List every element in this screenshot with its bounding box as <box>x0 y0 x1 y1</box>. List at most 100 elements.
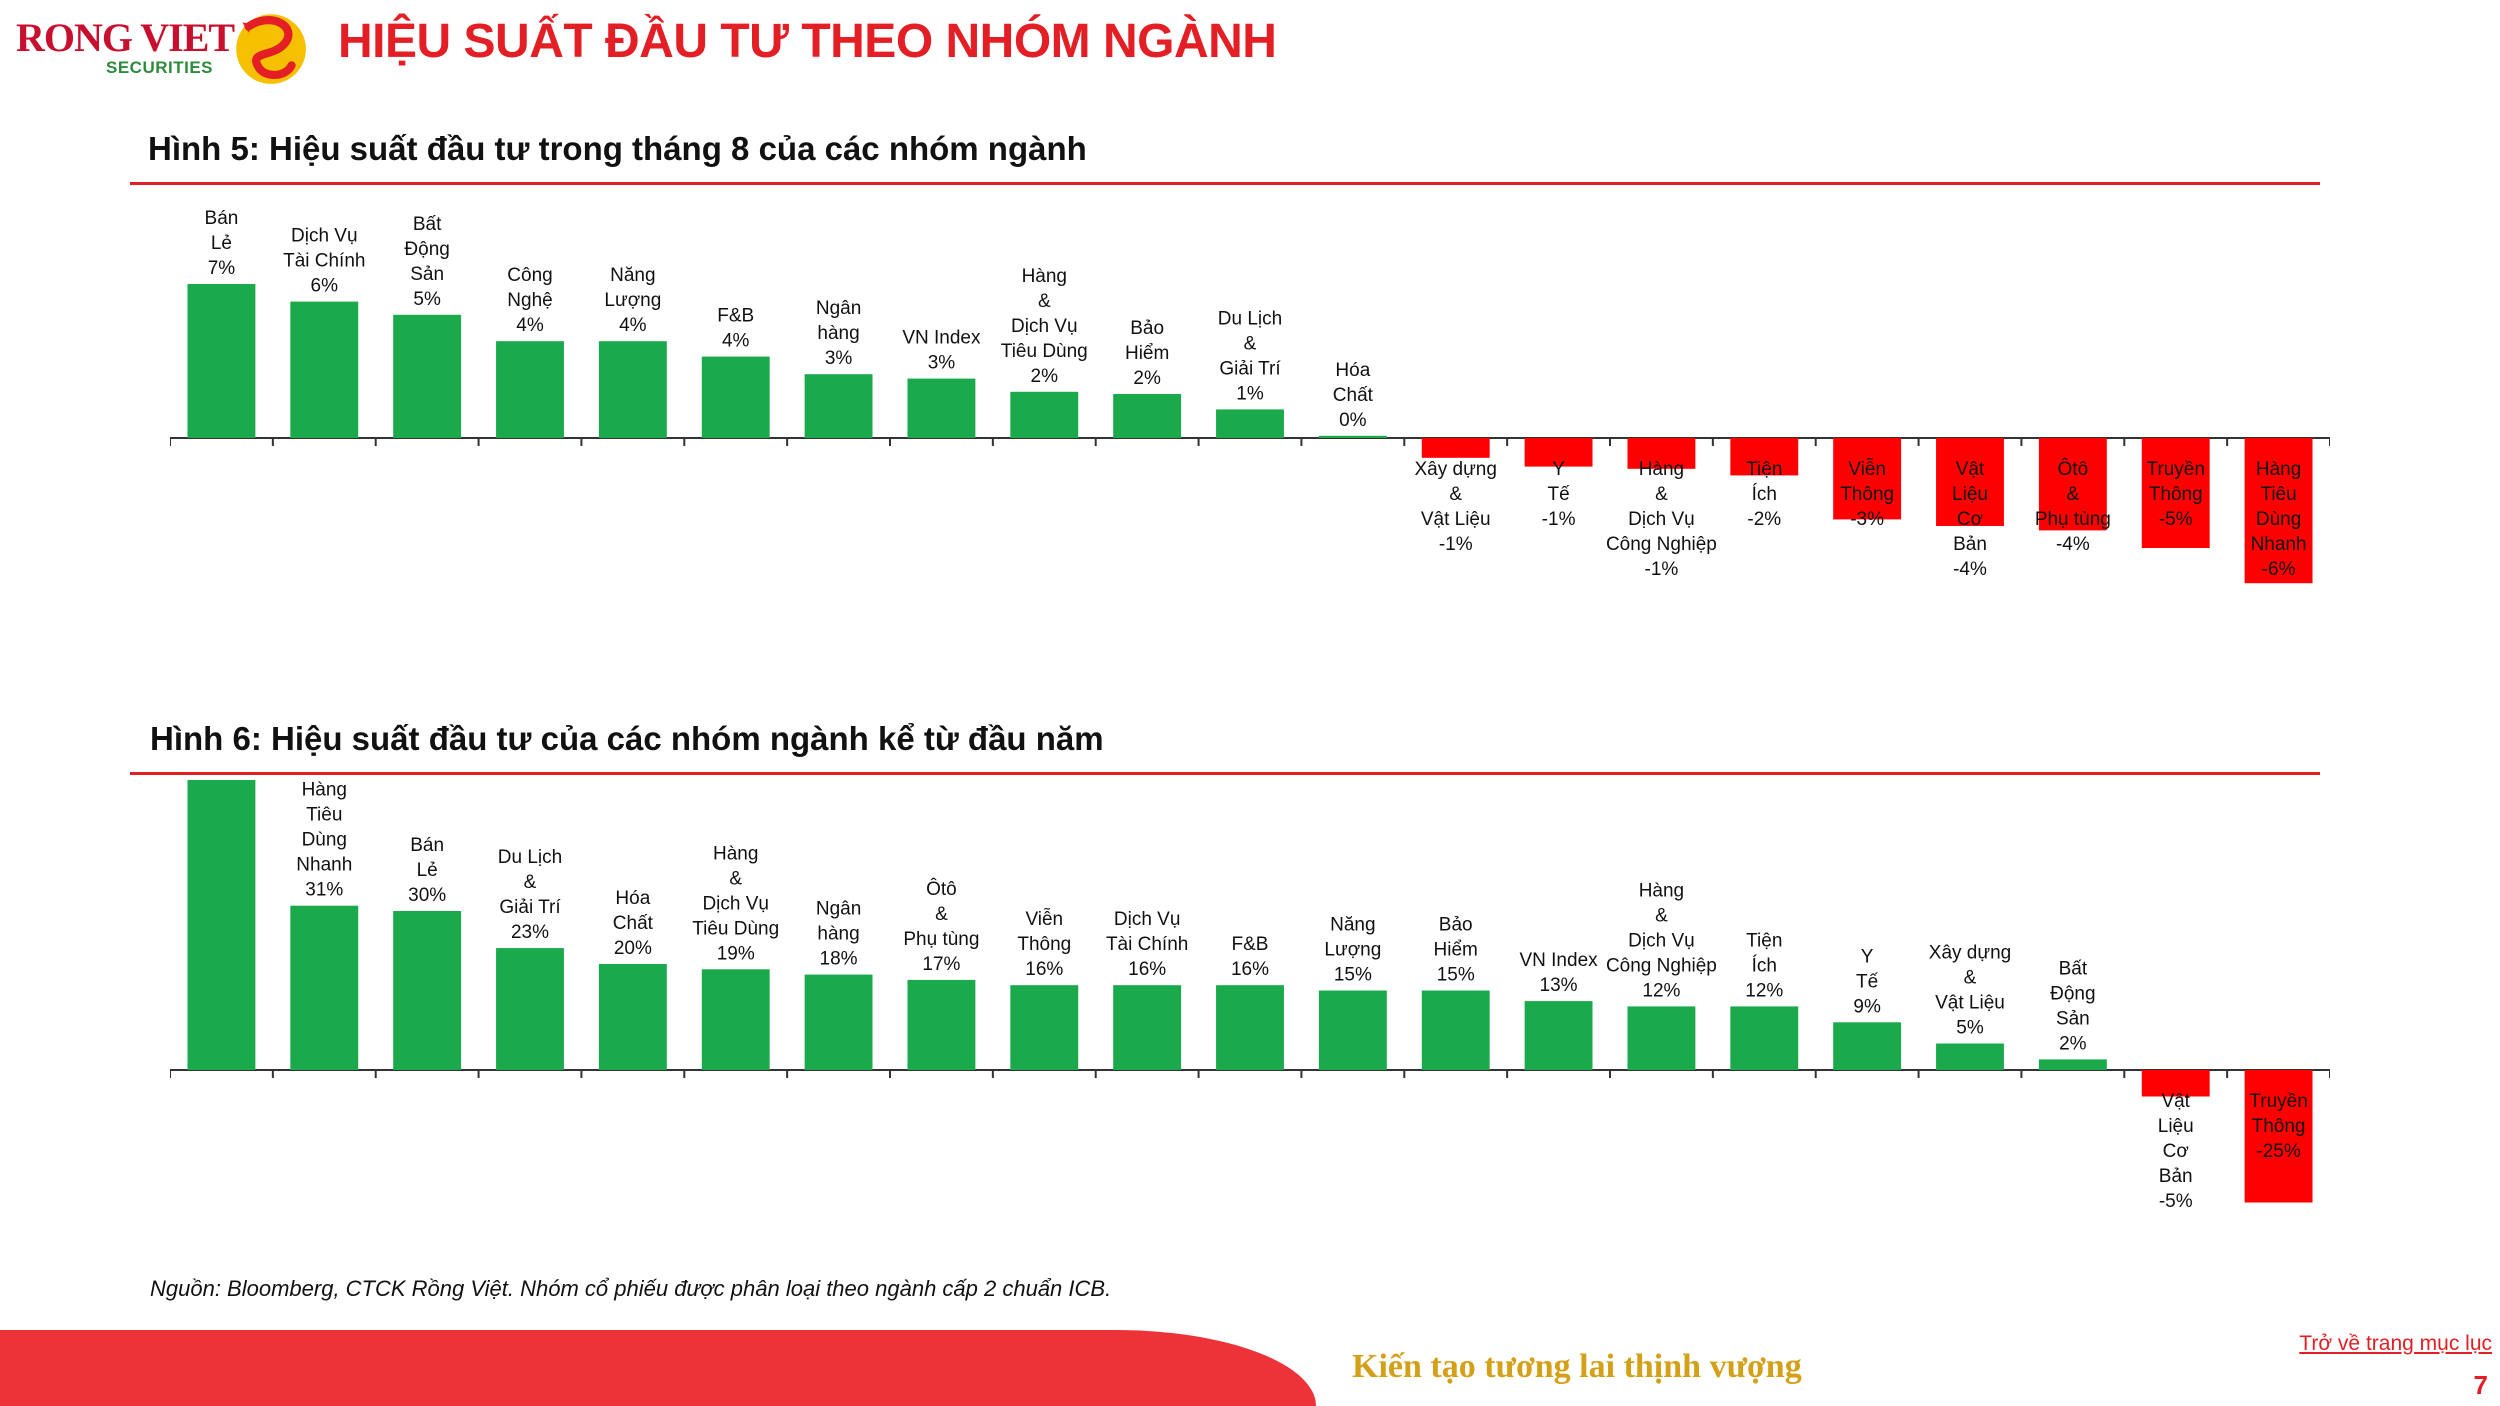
fig5-category-label: Hàng & Dịch Vụ Tiêu Dùng 2% <box>1001 266 1088 387</box>
fig6-category-label: Bất Động Sản 2% <box>2050 958 2095 1054</box>
logo-wordmark: RONG VIET <box>16 15 235 60</box>
fig6-category-line: Năng <box>1330 915 1375 936</box>
fig6-category-label: Bán Lẻ 30% <box>408 835 446 906</box>
fig5-bar <box>1524 438 1593 467</box>
fig5-data-label: -6% <box>2262 559 2296 580</box>
fig6-category-line: Lượng <box>1324 940 1381 961</box>
fig5-category-line: Tế <box>1547 484 1570 505</box>
fig6-category-label: Bảo Hiểm 15% <box>1434 915 1478 986</box>
fig6-data-label: 16% <box>1128 959 1166 980</box>
fig5-bar <box>1421 438 1490 458</box>
fig6-category-line: Tài Chính <box>1106 934 1188 955</box>
fig5-category-label: Viễn Thông -3% <box>1840 458 1894 530</box>
fig6-data-label: 2% <box>2059 1033 2087 1054</box>
fig5-data-label: 4% <box>516 315 544 336</box>
fig6-category-line: Hiểm <box>1434 940 1478 961</box>
fig5-category-label: VN Index 3% <box>902 328 981 374</box>
fig6-bar <box>1730 1006 1799 1070</box>
fig5-category-line: Giải Trí <box>1219 358 1281 379</box>
fig6-category-line: & <box>524 872 537 893</box>
fig6-data-label: 20% <box>614 938 652 959</box>
fig6-category-line: Công Nghiệp <box>1606 955 1717 976</box>
fig5-bar <box>1216 409 1284 438</box>
fig5-category-label: Hàng & Dịch Vụ Công Nghiệp -1% <box>1606 459 1717 580</box>
fig5-category-line: Bảo <box>1130 318 1164 339</box>
logo-subtitle: SECURITIES <box>106 58 214 77</box>
fig6-category-line: Nhanh <box>296 855 352 876</box>
fig6-category-label: Hàng & Dịch Vụ Tiêu Dùng 19% <box>692 843 779 964</box>
fig6-bar <box>393 911 462 1070</box>
fig6-data-label: -25% <box>2256 1141 2300 1162</box>
fig5-category-line: Nhanh <box>2251 534 2307 555</box>
fig5-category-line: Xây dựng <box>1414 459 1496 480</box>
fig6-category-label: Xây dựng & Vật Liệu 5% <box>1929 943 2011 1039</box>
fig6-category-line: Y <box>1861 946 1874 967</box>
fig5-bar <box>701 356 770 438</box>
fig6-category-line: Hàng <box>1639 880 1684 901</box>
back-to-toc-link[interactable]: Trở về trang mục lục <box>2299 1332 2492 1355</box>
fig5-data-label: -5% <box>2159 509 2193 530</box>
fig6-bar <box>1524 1001 1593 1070</box>
fig6-bar <box>1010 985 1079 1070</box>
fig6-category-line: Hàng <box>302 780 347 801</box>
fig6-category-label: Dịch Vụ Tài Chính 16% <box>1106 909 1188 980</box>
fig5-category-line: Tiêu Dùng <box>1001 341 1088 362</box>
page-title: HIỆU SUẤT ĐẦU TƯ THEO NHÓM NGÀNH <box>338 15 1277 68</box>
fig5-category-line: & <box>1655 484 1668 505</box>
fig5-data-label: 3% <box>825 348 853 369</box>
fig6-data-label: 17% <box>922 954 960 975</box>
fig5-category-label: Du Lịch & Giải Trí 1% <box>1218 308 1282 404</box>
fig5-category-label: Truyền Thông -5% <box>2146 459 2204 530</box>
fig5-category-line: Dịch Vụ <box>1011 316 1078 337</box>
fig5-category-label: Công Nghệ 4% <box>507 265 552 336</box>
fig6-category-line: Tế <box>1856 971 1879 992</box>
fig6-category-line: Ôtô <box>926 878 957 900</box>
fig5-bar <box>290 301 359 438</box>
fig6-category-line: F&B <box>1232 934 1269 955</box>
fig5-category-line: Dùng <box>2256 509 2301 530</box>
figure-6-title: Hình 6: Hiệu suất đầu tư của các nhóm ng… <box>150 720 1104 757</box>
fig5-bar <box>804 374 873 438</box>
figure-6-rule <box>130 772 2320 775</box>
fig5-category-line: Hàng <box>1022 266 1067 287</box>
fig5-category-line: Truyền <box>2146 459 2204 480</box>
fig5-category-label: Vật Liệu Cơ Bản -4% <box>1952 459 1988 580</box>
fig5-bar <box>2244 438 2313 584</box>
fig6-category-line: Thông <box>1017 934 1071 955</box>
fig5-data-label: 6% <box>311 276 339 297</box>
fig5-category-label: F&B 4% <box>717 306 754 352</box>
fig5-category-line: Bán <box>205 208 239 229</box>
fig5-category-line: Hàng <box>2256 459 2301 480</box>
fig6-category-line: Thông <box>2252 1116 2306 1137</box>
fig6-category-line: Tiêu Dùng <box>692 918 779 939</box>
fig6-category-line: & <box>729 868 742 889</box>
fig5-bar <box>1833 438 1902 520</box>
fig5-category-line: Công <box>507 265 552 286</box>
fig6-category-line: Dịch Vụ <box>1114 909 1181 930</box>
fig6-category-label: Tiện Ích 12% <box>1745 930 1783 1001</box>
fig6-category-line: Động <box>2050 983 2095 1004</box>
fig6-bar <box>1216 985 1284 1070</box>
figure-6-svg: CôngNghệ56%HàngTiêuDùngNhanh31%BánLẻ30%D… <box>170 780 2330 1212</box>
fig6-category-line: Du Lịch <box>498 847 562 868</box>
fig5-category-line: Năng <box>610 265 655 286</box>
fig5-category-line: Dịch Vụ <box>1628 509 1695 530</box>
fig5-category-line: Ngân <box>816 298 861 319</box>
footer-slogan: Kiến tạo tương lai thịnh vượng <box>1352 1348 1802 1385</box>
fig6-category-line: Hóa <box>615 888 650 909</box>
fig5-category-line: F&B <box>717 306 754 327</box>
fig6-bar <box>187 780 256 1070</box>
fig6-data-label: 23% <box>511 922 549 943</box>
fig5-data-label: 2% <box>1133 368 1161 389</box>
fig6-data-label: 31% <box>305 880 343 901</box>
fig5-category-line: Chất <box>1333 385 1374 406</box>
fig6-category-line: & <box>1964 968 1977 989</box>
fig5-category-line: Sản <box>410 264 444 285</box>
fig6-category-line: VN Index <box>1519 950 1598 971</box>
fig6-data-label: 9% <box>1853 996 1881 1017</box>
fig5-category-label: Xây dựng & Vật Liệu -1% <box>1414 459 1496 555</box>
fig6-category-line: Xây dựng <box>1929 943 2011 964</box>
page-number: 7 <box>2473 1370 2488 1400</box>
fig5-data-label: -1% <box>1645 559 1679 580</box>
fig5-bar <box>1936 438 2004 526</box>
